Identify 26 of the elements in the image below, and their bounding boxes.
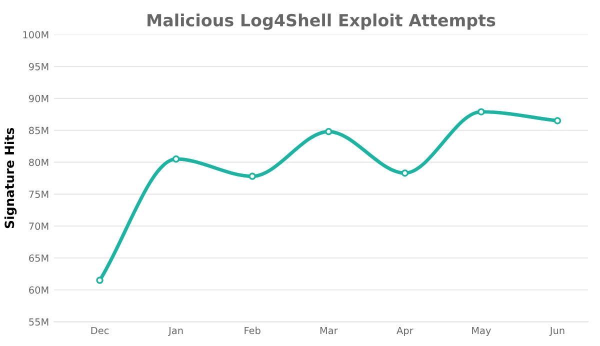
x-tick-label: May [472, 326, 491, 336]
x-tick-label: Apr [396, 326, 414, 336]
y-tick-label: 65M [29, 254, 48, 262]
y-tick-label: 60M [29, 286, 48, 294]
y-tick-label: 90M [28, 94, 48, 102]
x-tick-label: Jan [168, 326, 183, 336]
chart-title: Malicious Log4Shell Exploit Attempts [148, 14, 496, 30]
y-tick-label: 75M [29, 190, 48, 198]
x-tick-label: Dec [91, 326, 109, 334]
x-tick-label: Feb [244, 326, 260, 334]
y-tick-label: 70M [29, 222, 48, 230]
point [325, 128, 332, 136]
point [401, 169, 409, 177]
y-tick-label: 95M [28, 62, 48, 70]
point [554, 117, 562, 124]
point [248, 172, 256, 180]
point [172, 155, 180, 163]
point [478, 108, 485, 116]
y-tick-label: 55M [29, 318, 48, 326]
point [96, 276, 104, 284]
y-tick-label: 100M [23, 31, 48, 38]
x-tick-label: Mar [320, 326, 338, 334]
y-axis-title: Signature Hits [4, 128, 17, 228]
y-tick-label: 80M [29, 158, 48, 166]
y-tick-label: 85M [29, 126, 48, 134]
x-tick-label: Jun [549, 326, 564, 336]
